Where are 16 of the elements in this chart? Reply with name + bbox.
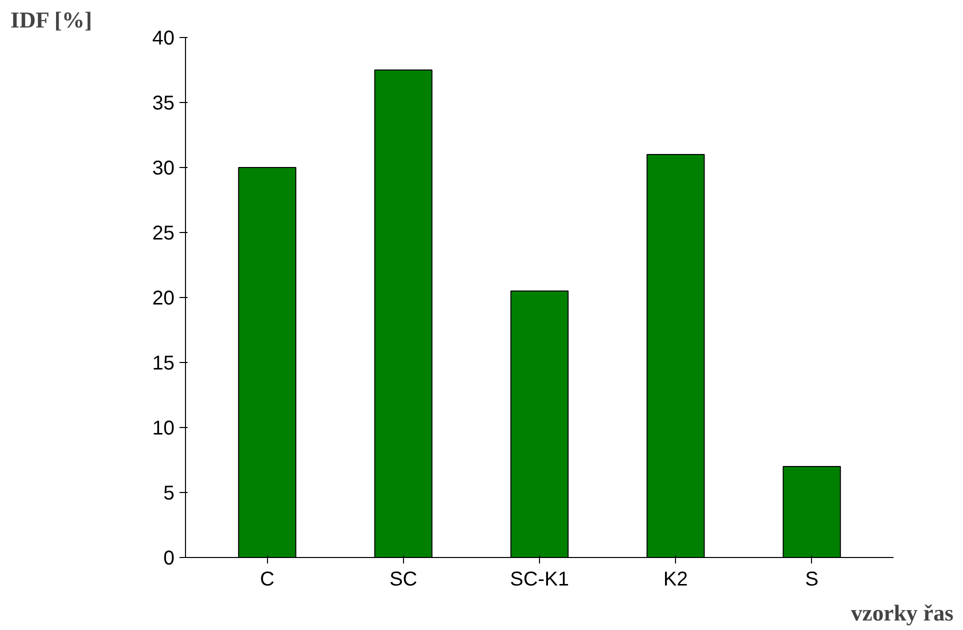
x-tick-label: SC — [389, 568, 418, 590]
y-tick-label: 0 — [163, 548, 174, 570]
y-axis-title: IDF [%] — [10, 8, 92, 32]
x-tick-label: S — [805, 568, 818, 590]
y-tick-label: 40 — [152, 28, 175, 50]
y-tick-label: 25 — [152, 222, 175, 244]
x-axis-title: vzorky řas — [850, 600, 954, 626]
y-tick-label: 10 — [152, 418, 175, 440]
x-tick-label: SC-K1 — [510, 568, 569, 590]
y-tick-label: 30 — [152, 158, 175, 180]
y-tick-label: 20 — [152, 288, 175, 310]
y-tick-label: 35 — [152, 92, 175, 114]
x-tick-label: K2 — [663, 568, 688, 590]
x-tick-label: C — [260, 568, 274, 590]
y-tick-label: 15 — [152, 352, 175, 374]
y-tick-label: 5 — [163, 482, 174, 504]
